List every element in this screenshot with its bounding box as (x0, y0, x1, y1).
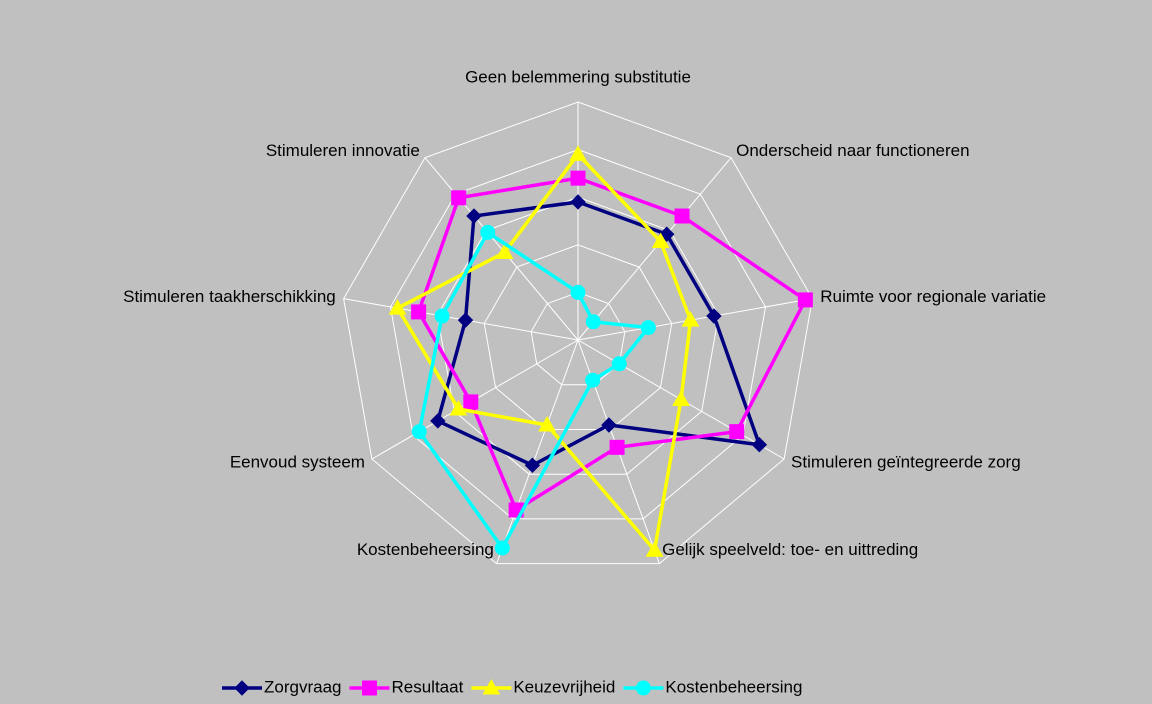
series-line (417, 229, 652, 552)
axis-label: Kostenbeheersing (357, 540, 494, 559)
axis-spoke (496, 339, 579, 564)
axis-label: Onderscheid naar functioneren (736, 141, 969, 160)
marker (681, 311, 700, 327)
marker (601, 417, 617, 433)
marker (430, 413, 446, 429)
axis-spoke (577, 157, 732, 341)
marker (457, 312, 474, 328)
grid-ring (483, 244, 673, 430)
marker (797, 292, 813, 308)
grid-ring (530, 291, 626, 386)
legend-label: Zorgvraag (264, 677, 341, 696)
marker (706, 308, 722, 324)
marker (434, 308, 450, 324)
marker (674, 208, 690, 224)
legend-label: Resultaat (391, 677, 463, 696)
marker (651, 232, 670, 249)
axis-label: Stimuleren taakherschikking (123, 287, 336, 306)
axis-label: Stimuleren geïntegreerde zorg (791, 452, 1021, 471)
marker (645, 541, 664, 557)
series-line (416, 176, 808, 513)
axis-spoke (577, 298, 813, 341)
marker (482, 678, 501, 695)
marker (449, 400, 468, 416)
axis-label: Stimuleren innovatie (266, 141, 420, 160)
series-line (395, 151, 693, 555)
marker (361, 680, 377, 696)
marker (388, 299, 407, 315)
marker (570, 284, 586, 300)
marker (463, 394, 479, 410)
marker (234, 680, 250, 696)
axis-label: Ruimte voor regionale variatie (820, 287, 1046, 306)
marker (611, 356, 627, 372)
marker (570, 194, 586, 210)
marker (494, 540, 510, 556)
marker (538, 415, 556, 432)
legend: Zorgvraag Resultaat Keuzevrijheid Kostenbeh… (222, 677, 802, 696)
marker (495, 243, 514, 259)
marker (585, 372, 601, 388)
marker (751, 437, 768, 453)
marker (524, 457, 541, 473)
marker (570, 170, 586, 186)
marker (640, 320, 656, 336)
legend-label: Kostenbeheersing (665, 677, 802, 696)
marker (635, 680, 651, 696)
marker (451, 190, 467, 206)
marker (411, 304, 427, 320)
axis-label: Eenvoud systeem (230, 452, 365, 471)
legend-label: Keuzevrijheid (513, 677, 615, 696)
marker (569, 145, 587, 161)
marker (609, 439, 625, 455)
axis-label: Gelijk speelveld: toe- en uittreding (662, 540, 918, 559)
marker (411, 424, 427, 440)
axis-label: Geen belemmering substitutie (465, 67, 691, 86)
marker (672, 390, 690, 406)
marker (585, 314, 601, 330)
marker (480, 224, 496, 240)
marker (466, 208, 482, 224)
grid-ring (343, 101, 813, 565)
marker (729, 424, 745, 440)
